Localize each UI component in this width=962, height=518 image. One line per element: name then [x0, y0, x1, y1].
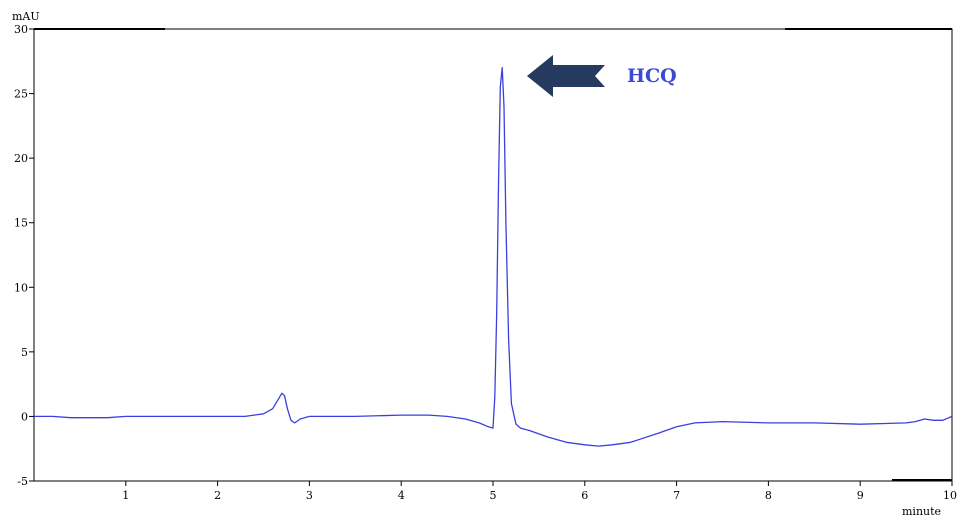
y-tick-label: 10	[14, 281, 28, 294]
x-tick-label: 9	[857, 489, 864, 502]
x-tick-label: 6	[581, 489, 588, 502]
y-tick-label: 25	[14, 88, 28, 101]
y-tick-label: 0	[21, 410, 28, 423]
y-axis-title: mAU	[12, 10, 40, 23]
x-tick-label: 8	[765, 489, 772, 502]
x-axis-title: minute	[902, 505, 941, 518]
y-tick-label: 15	[14, 217, 28, 230]
plot-frame	[33, 28, 953, 482]
series-line	[34, 67, 953, 447]
y-tick-label: 5	[21, 346, 28, 359]
x-axis-ticks: 1 2 3 4 5 6 7 8 9 10	[122, 481, 957, 502]
hcq-label: HCQ	[627, 65, 677, 87]
x-tick-label: 2	[214, 489, 221, 502]
x-tick-label: 5	[490, 489, 497, 502]
x-tick-label: 3	[306, 489, 313, 502]
x-tick-label: 4	[398, 489, 405, 502]
hcq-arrow-icon	[527, 55, 605, 97]
y-tick-label: -5	[17, 475, 28, 488]
x-tick-label: 10	[943, 489, 957, 502]
y-tick-label: 20	[14, 152, 28, 165]
x-tick-label: 1	[122, 489, 129, 502]
x-tick-label: 7	[673, 489, 680, 502]
y-axis-ticks: -5 0 5 10 15 20 25 30	[14, 23, 34, 488]
y-tick-label: 30	[14, 23, 28, 36]
